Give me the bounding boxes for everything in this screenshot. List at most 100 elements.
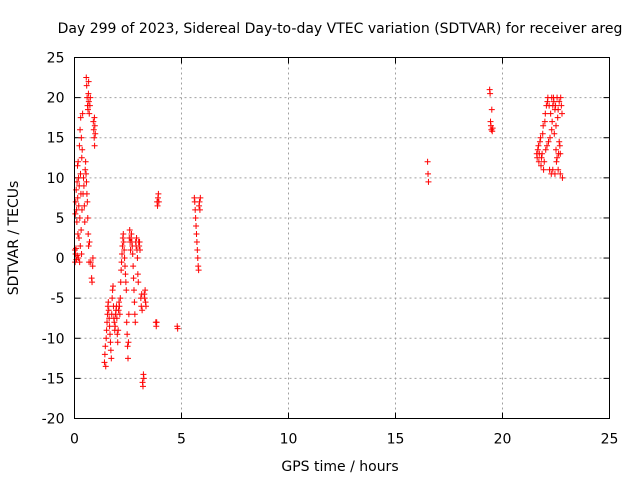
data-point xyxy=(556,138,563,145)
data-point xyxy=(489,125,496,132)
data-point xyxy=(155,190,162,197)
data-point xyxy=(134,255,141,262)
data-point xyxy=(194,247,201,254)
data-point xyxy=(87,94,94,101)
data-point xyxy=(85,230,92,237)
y-tick-label: 25 xyxy=(47,51,65,67)
data-point xyxy=(83,82,90,89)
data-point xyxy=(424,158,431,165)
data-point xyxy=(110,283,117,290)
grid-lines xyxy=(74,57,610,419)
data-point xyxy=(558,102,565,109)
data-point xyxy=(90,126,97,133)
data-point xyxy=(142,303,149,310)
data-point xyxy=(542,110,549,117)
data-point xyxy=(554,114,561,121)
data-point xyxy=(78,251,85,258)
data-point xyxy=(77,114,84,121)
data-point xyxy=(130,275,137,282)
data-point xyxy=(112,323,119,330)
data-point xyxy=(556,142,563,149)
data-point xyxy=(139,307,146,314)
data-point xyxy=(74,230,81,237)
data-point xyxy=(193,230,200,237)
data-point xyxy=(76,142,83,149)
data-point xyxy=(86,102,93,109)
y-tick-label: -5 xyxy=(51,291,65,307)
data-point xyxy=(77,170,84,177)
data-point xyxy=(539,150,546,157)
data-point xyxy=(89,263,96,270)
x-axis-label: GPS time / hours xyxy=(281,459,398,475)
data-point xyxy=(82,158,89,165)
data-point xyxy=(553,122,559,129)
data-point xyxy=(90,118,97,125)
data-point xyxy=(80,174,87,181)
data-point xyxy=(425,170,432,177)
data-point xyxy=(119,251,126,258)
x-tick-label: 20 xyxy=(494,432,512,448)
data-point xyxy=(174,325,181,332)
data-point xyxy=(91,114,98,121)
chart-title: Day 299 of 2023, Sidereal Day-to-day VTE… xyxy=(58,21,623,37)
data-point xyxy=(192,214,199,221)
data-point xyxy=(557,94,564,101)
data-point xyxy=(72,245,79,252)
data-point xyxy=(72,210,79,217)
data-point xyxy=(83,170,90,177)
data-point xyxy=(124,331,131,338)
data-point xyxy=(130,287,137,294)
data-point xyxy=(84,106,91,113)
data-point xyxy=(488,106,495,113)
data-point xyxy=(132,319,139,326)
data-point xyxy=(139,383,146,390)
data-point xyxy=(535,142,542,149)
data-point xyxy=(120,239,127,246)
data-point xyxy=(548,94,555,101)
data-point xyxy=(85,90,92,97)
data-point xyxy=(117,295,124,302)
data-point xyxy=(92,130,99,137)
data-point xyxy=(75,235,82,241)
data-point xyxy=(155,198,162,205)
data-point xyxy=(551,130,558,137)
data-point xyxy=(544,142,551,149)
data-point xyxy=(196,206,203,213)
data-point xyxy=(74,178,81,185)
data-point xyxy=(106,323,113,330)
y-tick-label: 0 xyxy=(56,251,65,267)
y-axis-label: SDTVAR / TECUs xyxy=(6,181,22,296)
data-point xyxy=(129,251,136,258)
data-point xyxy=(105,307,112,314)
data-point xyxy=(559,174,566,181)
data-point xyxy=(193,222,200,229)
data-point xyxy=(126,226,133,233)
data-point xyxy=(75,255,82,262)
data-point xyxy=(195,267,202,274)
data-point xyxy=(425,178,432,185)
data-point xyxy=(83,74,90,81)
data-point xyxy=(83,190,90,197)
data-point xyxy=(87,259,94,266)
data-point xyxy=(547,110,554,117)
data-point xyxy=(131,299,138,306)
data-point xyxy=(118,259,125,266)
data-point xyxy=(84,214,91,221)
data-point xyxy=(117,279,124,286)
data-point xyxy=(76,214,83,221)
data-point xyxy=(535,158,542,165)
data-point xyxy=(111,319,118,326)
data-point xyxy=(537,134,544,141)
data-point xyxy=(193,239,200,246)
data-point xyxy=(558,110,565,117)
data-point xyxy=(122,263,129,270)
data-point xyxy=(83,178,90,185)
data-point xyxy=(108,355,115,362)
data-point xyxy=(84,198,91,205)
data-point xyxy=(78,154,85,161)
data-point xyxy=(107,331,114,338)
data-point xyxy=(123,319,130,326)
y-tick-label: 20 xyxy=(47,91,65,107)
data-point xyxy=(80,182,87,189)
data-point xyxy=(548,126,555,133)
